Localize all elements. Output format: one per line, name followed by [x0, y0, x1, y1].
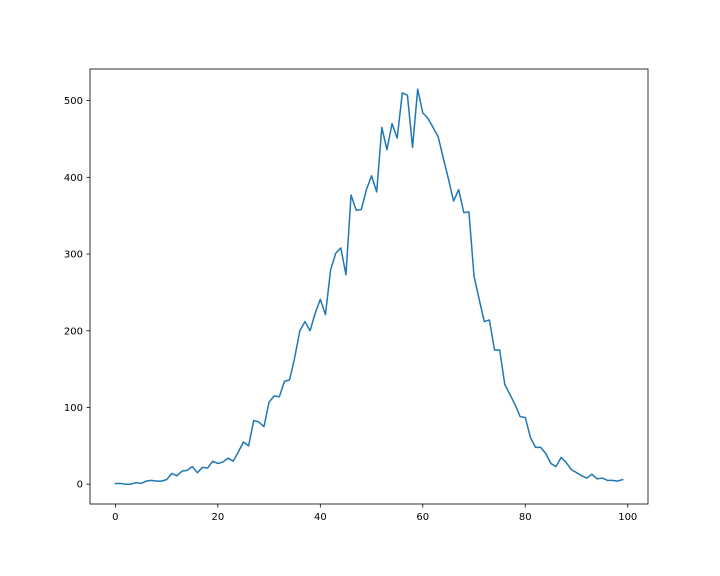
- y-tick-label: 500: [64, 96, 83, 107]
- y-tick-label: 400: [64, 173, 83, 184]
- y-tick-label: 0: [77, 480, 83, 491]
- plot-frame: [89, 68, 649, 505]
- x-tick-label: 40: [314, 512, 327, 523]
- y-tick-label: 100: [64, 403, 83, 414]
- x-axis: 0 20 40 60 80 100: [112, 504, 637, 523]
- x-tick-label: 20: [211, 512, 224, 523]
- x-tick-label: 100: [618, 512, 637, 523]
- series-layer: [114, 88, 624, 485]
- y-tick-label: 200: [64, 326, 83, 337]
- x-tick-label: 60: [416, 512, 429, 523]
- y-axis: 0 100 200 300 400 500: [64, 96, 90, 491]
- x-tick-label: 0: [112, 512, 118, 523]
- series-line: [114, 88, 624, 485]
- y-tick-label: 300: [64, 250, 83, 261]
- x-tick-label: 80: [519, 512, 532, 523]
